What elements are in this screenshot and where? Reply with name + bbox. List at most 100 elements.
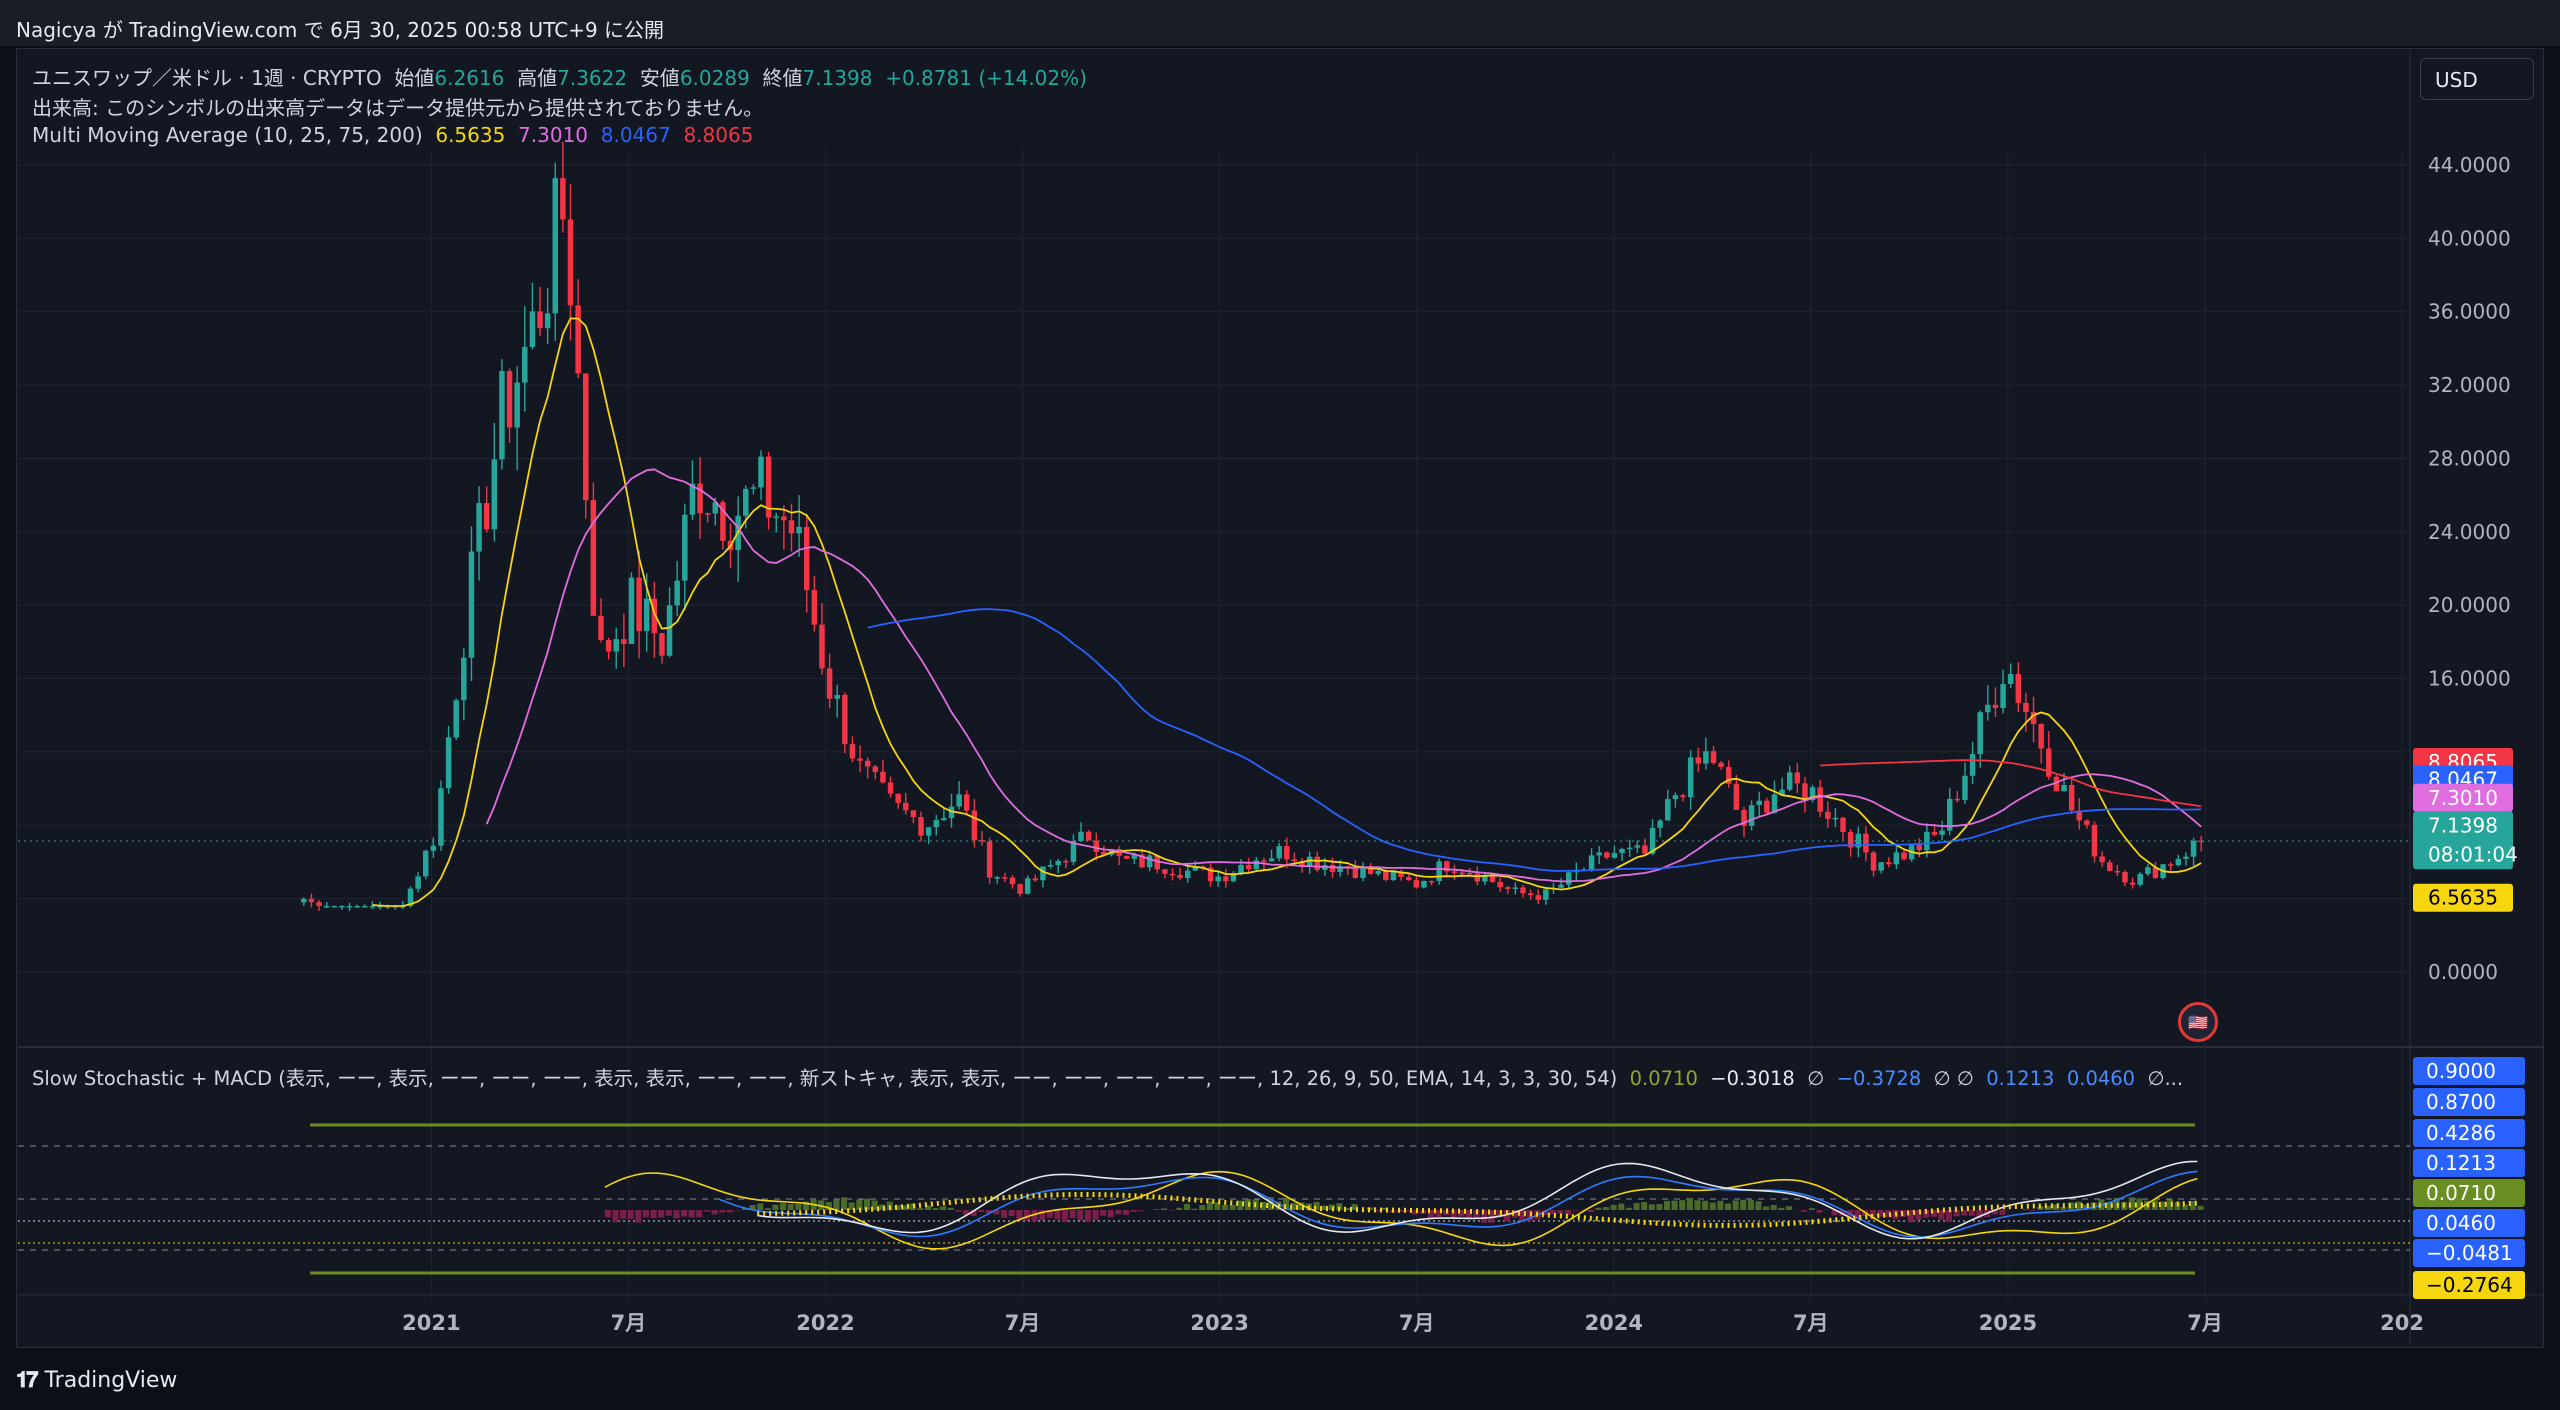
candle-body [2137, 873, 2143, 885]
candle-body [598, 615, 604, 641]
candle-body [1184, 870, 1191, 879]
macd-histogram-bar [1176, 1207, 1183, 1210]
candle-body [2061, 784, 2067, 792]
macd-histogram-bar [1404, 1210, 1411, 1212]
candle-body [453, 700, 459, 738]
macd-histogram-bar [1412, 1210, 1419, 1215]
macd-histogram-bar [1511, 1210, 1518, 1218]
candle-body [430, 845, 437, 851]
candle-body [1291, 859, 1298, 862]
indicator-legend[interactable]: Slow Stochastic + MACD (表示, ーー, 表示, ーー, … [32, 1062, 2183, 1091]
candle-body [1794, 772, 1801, 784]
candle-body [2053, 776, 2060, 792]
candle-body [506, 371, 513, 428]
candle-body [666, 605, 673, 656]
macd-histogram-bar [1633, 1202, 1640, 1210]
candle-body [1245, 864, 1252, 870]
macd-histogram-bar [841, 1197, 848, 1210]
macd-histogram-bar [1953, 1210, 1960, 1217]
macd-histogram-bar [1168, 1210, 1175, 1211]
candle-body [643, 598, 650, 632]
macd-histogram-bar [1298, 1202, 1305, 1210]
currency-button[interactable]: USD [2420, 58, 2534, 100]
macd-histogram-bar [726, 1210, 733, 1213]
candle-body [2068, 784, 2075, 811]
candle-body [659, 633, 665, 656]
candle-body [339, 905, 345, 908]
macd-histogram-bar [2067, 1202, 2074, 1210]
macd-histogram-bar [1618, 1203, 1625, 1210]
macd-histogram-bar [2113, 1197, 2120, 1210]
macd-histogram-bar [1831, 1210, 1838, 1216]
macd-histogram-bar [1702, 1200, 1709, 1210]
macd-histogram-bar [1206, 1201, 1213, 1210]
candle-body [1886, 862, 1892, 865]
low-label: 安値 [639, 66, 680, 90]
candle-body [1192, 866, 1199, 871]
candle-body [773, 516, 779, 518]
candle-body [1337, 866, 1343, 872]
macd-histogram-bar [1488, 1210, 1495, 1223]
candle-body [1505, 887, 1511, 889]
macd-histogram-bar [1374, 1210, 1381, 1212]
candle-body [2084, 820, 2090, 825]
chart-frame[interactable] [16, 48, 2544, 1348]
candle-body [613, 639, 619, 652]
footer[interactable]: 𝟏𝟕 TradingView [16, 1368, 177, 1393]
candle-body [781, 516, 787, 521]
macd-histogram-bar [2044, 1205, 2052, 1210]
candle-body [1726, 766, 1732, 784]
candle-body [1162, 869, 1168, 874]
candle-body [1078, 831, 1084, 841]
macd-histogram-bar [1153, 1209, 1160, 1210]
candle-body [1352, 868, 1359, 878]
candle-body [1146, 855, 1153, 868]
indicator-tag-bg [2413, 1179, 2525, 1207]
candle-body [1764, 800, 1770, 813]
price-axis-label: 0.0000 [2428, 960, 2498, 984]
time-axis-label: 202 [2380, 1311, 2424, 1335]
candle-body [2099, 856, 2105, 863]
candle-body [1238, 864, 1244, 874]
candle-body [1139, 854, 1145, 868]
macd-histogram-bar [604, 1210, 611, 1218]
price-axis-label: 28.0000 [2428, 446, 2511, 470]
ma10-tag-bg [2413, 883, 2513, 912]
candle-body [857, 758, 863, 761]
candle-body [1939, 830, 1945, 835]
macd-histogram-bar [1542, 1210, 1549, 1216]
macd-histogram-bar [1427, 1210, 1434, 1219]
candle-body [1268, 858, 1275, 862]
symbol-name[interactable]: ユニスワップ／米ドル · 1週 · CRYPTO [32, 66, 382, 90]
candle-body [415, 876, 421, 889]
macd-histogram-bar [749, 1204, 756, 1210]
candle-body [1611, 852, 1618, 858]
candle-body [826, 668, 833, 699]
macd-histogram-bar [1854, 1210, 1861, 1220]
candle-body [483, 503, 490, 530]
high-label: 高値 [517, 66, 558, 90]
macd-histogram-bar [947, 1207, 954, 1210]
macd-histogram-bar [1610, 1204, 1617, 1210]
candle-body [1169, 873, 1176, 876]
candle-body [1756, 800, 1762, 806]
candle-body [1992, 704, 1999, 709]
macd-histogram-bar [673, 1210, 680, 1219]
candle-body [1223, 876, 1229, 882]
candle-body [651, 598, 658, 634]
macd-histogram-bar [1503, 1210, 1511, 1222]
candle-body [1116, 849, 1122, 856]
mma75-value: 8.0467 [600, 123, 671, 147]
macd-histogram-bar [1161, 1208, 1168, 1210]
ma25-line [485, 468, 2202, 883]
indicator-axis-label: 0.9000 [2426, 1059, 2496, 1083]
candle-body [1017, 884, 1023, 894]
macd-histogram-bar [1808, 1208, 1815, 1210]
mma-legend[interactable]: Multi Moving Average (10, 25, 75, 200) 6… [32, 123, 753, 147]
us-flag-icon[interactable]: 🇺🇸 [2178, 1002, 2218, 1042]
candle-body [796, 526, 802, 534]
macd-histogram-bar [1564, 1210, 1572, 1215]
candle-body [1969, 754, 1976, 776]
price-axis-label: 40.0000 [2428, 226, 2511, 250]
